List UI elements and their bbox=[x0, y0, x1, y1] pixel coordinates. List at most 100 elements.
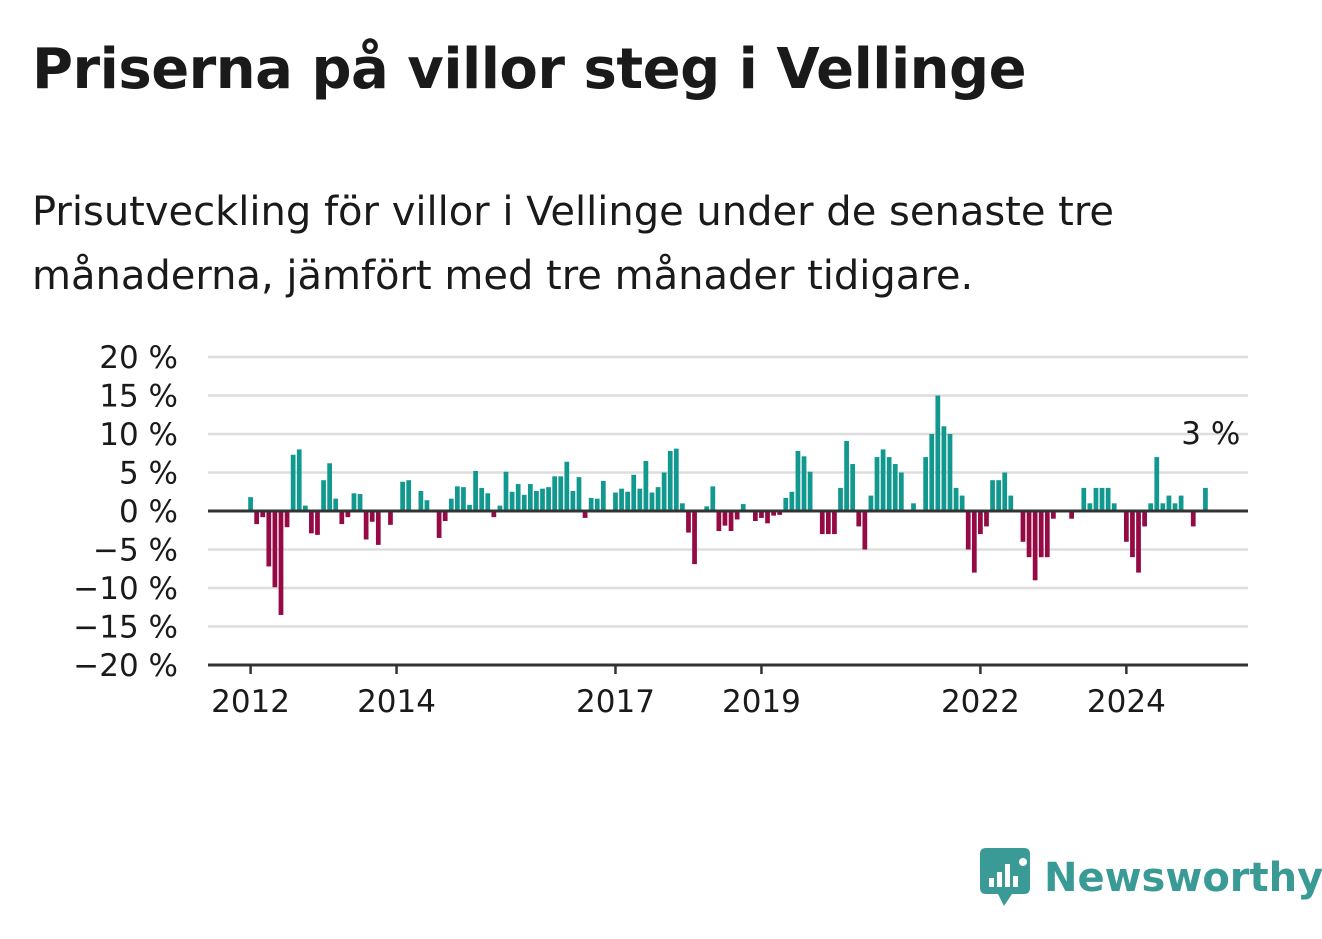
negative-bar bbox=[771, 511, 776, 516]
positive-bar bbox=[844, 440, 849, 511]
y-tick-label: −15 % bbox=[73, 610, 178, 646]
negative-bar bbox=[728, 511, 734, 532]
x-tick-label: 2017 bbox=[576, 684, 655, 720]
x-tick-label: 2014 bbox=[357, 684, 436, 720]
positive-bar bbox=[406, 480, 412, 511]
negative-bar bbox=[984, 511, 989, 527]
positive-bar bbox=[473, 470, 478, 511]
x-tick-label: 2022 bbox=[941, 684, 1020, 720]
positive-bar bbox=[661, 472, 667, 511]
positive-bar bbox=[1160, 503, 1166, 511]
positive-bar bbox=[448, 498, 454, 511]
negative-bar bbox=[765, 511, 770, 524]
brand-name: Newsworthy bbox=[1044, 855, 1322, 901]
grid-lines bbox=[208, 355, 1248, 628]
positive-bar bbox=[643, 460, 649, 511]
positive-bar bbox=[1154, 457, 1160, 511]
negative-bar bbox=[965, 511, 971, 550]
positive-bar bbox=[667, 450, 673, 511]
positive-bar bbox=[923, 457, 929, 511]
negative-bar bbox=[369, 511, 375, 522]
negative-bar bbox=[1032, 511, 1038, 581]
positive-bar bbox=[454, 486, 460, 511]
negative-bar bbox=[1026, 511, 1032, 558]
positive-bar bbox=[795, 450, 801, 511]
positive-bar bbox=[400, 481, 405, 511]
positive-bar bbox=[990, 480, 995, 511]
positive-bar bbox=[947, 434, 953, 511]
positive-bar bbox=[418, 490, 424, 511]
annotations: 3 % bbox=[1181, 416, 1240, 452]
positive-bar bbox=[1093, 487, 1099, 511]
positive-bar bbox=[941, 426, 947, 511]
negative-bar bbox=[266, 511, 272, 567]
positive-bar bbox=[789, 491, 795, 511]
positive-bar bbox=[509, 491, 515, 511]
positive-bar bbox=[880, 449, 886, 511]
x-tick-label: 2012 bbox=[211, 684, 290, 720]
positive-bar bbox=[546, 487, 551, 511]
positive-bar bbox=[850, 464, 856, 511]
positive-bar bbox=[1008, 495, 1014, 511]
positive-bar bbox=[552, 476, 558, 511]
positive-bar bbox=[534, 490, 539, 511]
negative-bar bbox=[856, 511, 862, 527]
x-axis-labels: 2012 2014 2017 2019 2022 2024 bbox=[211, 684, 1166, 720]
brand-logo: Newsworthy bbox=[980, 848, 1322, 908]
negative-bar bbox=[1190, 511, 1196, 527]
positive-bar bbox=[540, 488, 545, 511]
negative-bar bbox=[1020, 511, 1026, 542]
negative-bar bbox=[819, 511, 825, 535]
negative-bar bbox=[309, 511, 314, 534]
positive-bar bbox=[248, 497, 253, 511]
negative-bar bbox=[1051, 511, 1056, 519]
negative-bar bbox=[734, 511, 740, 520]
positive-bar bbox=[327, 463, 333, 511]
positive-bar bbox=[868, 495, 874, 511]
positive-bar bbox=[613, 492, 618, 511]
positive-bar bbox=[424, 500, 430, 511]
positive-bar bbox=[807, 471, 813, 511]
positive-bar bbox=[600, 480, 606, 511]
positive-bar bbox=[649, 492, 655, 511]
positive-bar bbox=[588, 497, 594, 511]
positive-bar bbox=[296, 449, 302, 511]
positive-bar bbox=[497, 505, 503, 511]
negative-bar bbox=[442, 511, 448, 522]
negative-bar bbox=[1142, 511, 1147, 527]
positive-bar bbox=[1203, 487, 1208, 511]
negative-bar bbox=[1130, 511, 1135, 558]
page-subtitle: Prisutveckling för villor i Vellinge und… bbox=[32, 189, 1115, 299]
x-tick-label: 2019 bbox=[722, 684, 801, 720]
positive-bar bbox=[959, 495, 965, 511]
positive-bar bbox=[1002, 472, 1008, 511]
negative-bar bbox=[692, 511, 697, 565]
positive-bar bbox=[911, 503, 916, 511]
negative-bar bbox=[582, 511, 588, 518]
positive-bar bbox=[935, 395, 941, 511]
y-tick-label: 5 % bbox=[119, 456, 178, 492]
positive-bar bbox=[321, 480, 326, 511]
negative-bar bbox=[832, 511, 837, 535]
negative-bar bbox=[436, 511, 442, 538]
negative-bar bbox=[363, 511, 369, 540]
negative-bar bbox=[1136, 511, 1141, 573]
positive-bar bbox=[461, 487, 466, 511]
positive-bar bbox=[637, 488, 643, 511]
positive-bar bbox=[838, 487, 843, 511]
positive-bar bbox=[740, 504, 746, 511]
positive-bar bbox=[351, 493, 357, 511]
negative-bar bbox=[375, 511, 381, 545]
negative-bar bbox=[978, 511, 983, 535]
negative-bar bbox=[971, 511, 977, 573]
y-tick-label: −20 % bbox=[73, 648, 178, 684]
positive-bar bbox=[357, 494, 363, 511]
negative-bar bbox=[278, 511, 284, 615]
negative-bar bbox=[1069, 511, 1074, 519]
negative-bar bbox=[345, 511, 351, 518]
positive-bar bbox=[1087, 503, 1093, 511]
positive-bar bbox=[558, 476, 564, 511]
x-tick-label: 2024 bbox=[1087, 684, 1166, 720]
positive-bar bbox=[1111, 503, 1117, 511]
positive-bar bbox=[467, 504, 472, 511]
